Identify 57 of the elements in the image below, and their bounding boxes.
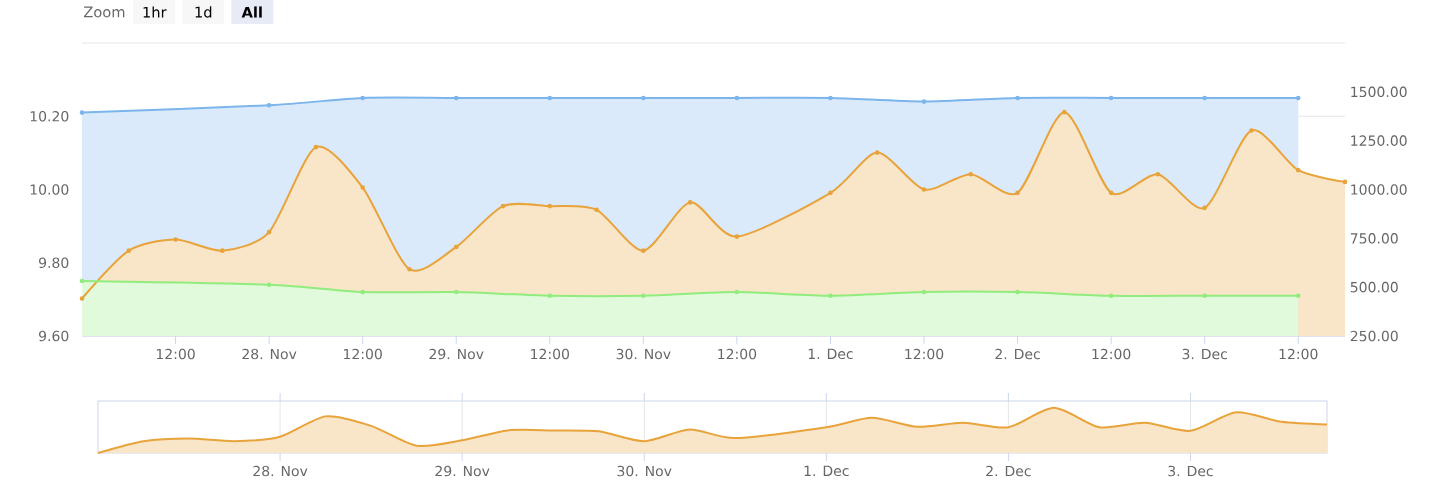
point [828, 95, 833, 101]
y-tick-label: 9.80 [39, 257, 69, 269]
point [1295, 293, 1301, 299]
x-tick-label: 12:00 [905, 348, 944, 360]
x-tick-label: 12:00 [1092, 348, 1131, 360]
point [1108, 95, 1114, 101]
text: Zoom [83, 6, 125, 18]
x-tick-label: 2. Dec [995, 348, 1040, 360]
point [734, 289, 740, 295]
point [641, 95, 646, 101]
x-tick-label: 1. Dec [804, 465, 849, 477]
x-tick-label: 29. Nov [429, 348, 484, 360]
y-tick-label: 9.60 [39, 330, 69, 342]
point [921, 289, 927, 295]
x-tick-label: 2. Dec [986, 465, 1031, 477]
x-tick-label: 3. Dec [1182, 348, 1227, 360]
point [921, 99, 927, 104]
y2-tick-label: 250.00 [1350, 330, 1398, 342]
x-tick-label: 12:00 [156, 348, 195, 360]
x-tick-label: 3. Dec [1168, 465, 1213, 477]
point [266, 102, 272, 108]
x-tick-label: 12:00 [718, 348, 757, 360]
text: 1hr [143, 6, 167, 18]
x-tick-label: 30. Nov [617, 465, 672, 477]
point [453, 95, 459, 101]
point [734, 95, 740, 101]
point [453, 289, 459, 295]
point [1202, 293, 1207, 299]
point [266, 282, 272, 288]
x-tick-label: 28. Nov [242, 348, 297, 360]
point [360, 289, 365, 295]
point [641, 293, 646, 299]
y2-tick-label: 1250.00 [1351, 135, 1407, 146]
y-tick-label: 10.20 [30, 110, 69, 122]
point [1295, 95, 1301, 101]
y-tick-label: 10.00 [30, 184, 69, 195]
point [1015, 289, 1020, 295]
point [828, 293, 833, 299]
point [547, 293, 553, 299]
point [547, 95, 553, 101]
text: All [241, 6, 262, 18]
x-tick-label: 28. Nov [253, 465, 308, 477]
x-tick-label: 29. Nov [435, 465, 490, 477]
point [1202, 95, 1207, 101]
y2-tick-label: 1500.00 [1351, 86, 1407, 98]
y2-tick-label: 1000.00 [1351, 184, 1407, 195]
text: 1d [195, 6, 212, 18]
y2-tick-label: 750.00 [1350, 233, 1398, 244]
point [360, 95, 365, 101]
x-tick-label: 12:00 [1279, 348, 1318, 360]
point [1015, 95, 1020, 101]
x-tick-label: 12:00 [531, 348, 570, 360]
y2-tick-label: 500.00 [1350, 281, 1398, 293]
x-tick-label: 30. Nov [616, 348, 671, 360]
x-tick-label: 1. Dec [808, 348, 853, 360]
x-tick-label: 12:00 [344, 348, 382, 360]
point [1108, 293, 1114, 299]
